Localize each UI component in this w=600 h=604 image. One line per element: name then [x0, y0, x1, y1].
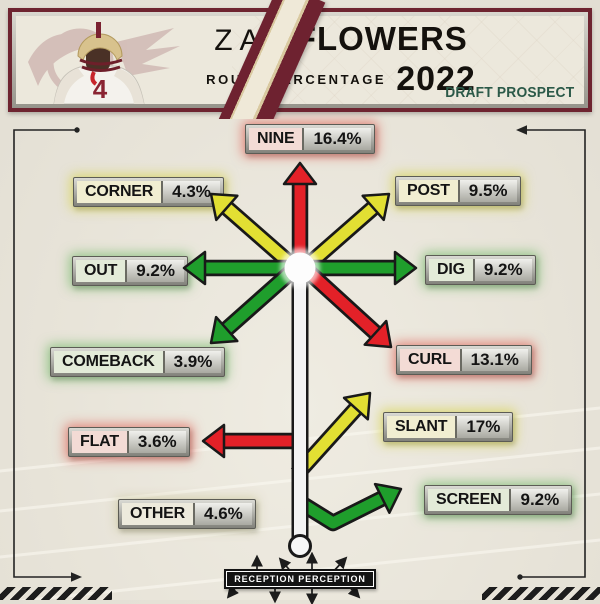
route-name: SLANT	[387, 416, 458, 438]
route-percentage: 17%	[457, 416, 510, 438]
route-name: OUT	[76, 260, 128, 282]
route-percentage: 4.3%	[163, 181, 220, 203]
route-label-dig: DIG 9.2%	[425, 255, 536, 285]
route-percentage: 4.6%	[195, 503, 252, 525]
brand-name: RECEPTION PERCEPTION	[226, 571, 374, 587]
page-title: ZAY FLOWERS	[146, 20, 536, 58]
route-label-nine: NINE 16.4%	[245, 124, 375, 154]
year: 2022	[396, 60, 476, 98]
route-name: OTHER	[122, 503, 196, 525]
footer: RECEPTION PERCEPTION	[0, 552, 600, 604]
header-banner: 4 ZAY FLOWERS ROUTE PERCENTA	[8, 8, 592, 112]
subtitle: ROUTE PERCENTAGE	[206, 72, 387, 87]
brand-badge: RECEPTION PERCEPTION	[224, 569, 376, 589]
route-name: SCREEN	[428, 489, 512, 511]
route-percentage: 3.6%	[128, 431, 186, 453]
svg-text:4: 4	[93, 74, 108, 104]
route-label-other: OTHER 4.6%	[118, 499, 256, 529]
route-name: CORNER	[77, 181, 164, 203]
header-frame: 4 ZAY FLOWERS ROUTE PERCENTA	[12, 12, 588, 108]
title-first-name: ZAY	[214, 24, 292, 57]
route-percentage: 9.2%	[474, 259, 532, 281]
route-name: POST	[399, 180, 460, 202]
route-name: COMEBACK	[54, 351, 165, 373]
route-percentage: 9.2%	[127, 260, 184, 282]
route-label-flat: FLAT 3.6%	[68, 427, 190, 457]
route-percentage: 9.2%	[511, 489, 569, 511]
route-percentage: 13.1%	[461, 349, 528, 371]
route-name: NINE	[249, 128, 305, 150]
route-name: FLAT	[72, 431, 129, 453]
route-name: DIG	[429, 259, 475, 281]
route-label-screen: SCREEN 9.2%	[424, 485, 573, 515]
route-label-out: OUT 9.2%	[72, 256, 188, 286]
title-last-name: FLOWERS	[295, 20, 468, 57]
route-percentage: 3.9%	[164, 351, 222, 373]
route-label-corner: CORNER 4.3%	[73, 177, 224, 207]
route-label-curl: CURL 13.1%	[396, 345, 532, 375]
route-percentage: 9.5%	[459, 180, 517, 202]
route-label-comeback: COMEBACK 3.9%	[50, 347, 226, 377]
player-photo: 4	[28, 22, 180, 104]
route-label-slant: SLANT 17%	[383, 412, 514, 442]
route-label-post: POST 9.5%	[395, 176, 521, 206]
route-name: CURL	[400, 349, 462, 371]
draft-prospect-badge: DRAFT PROSPECT	[444, 84, 574, 101]
route-percentage: 16.4%	[304, 128, 371, 150]
